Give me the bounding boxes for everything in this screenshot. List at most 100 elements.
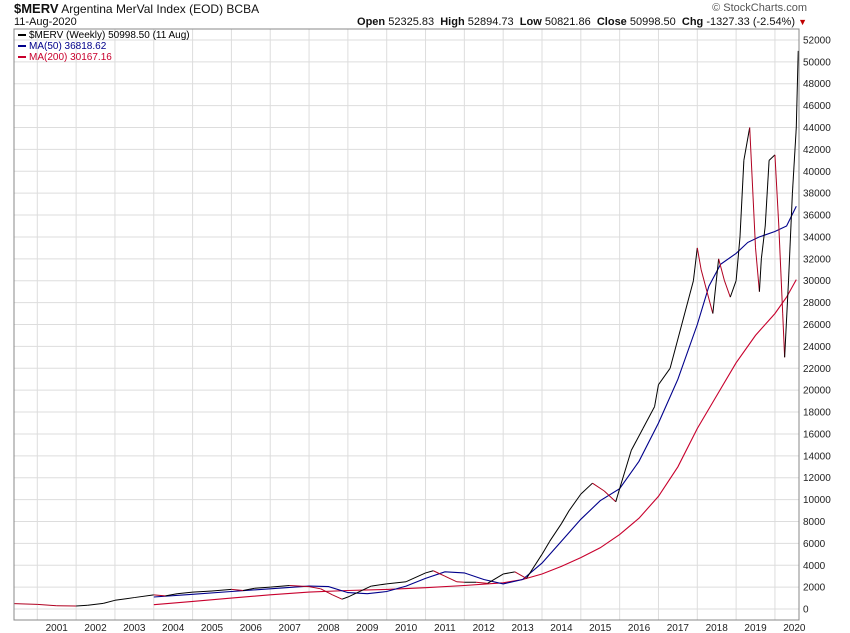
x-tick-label: 2011 [434,623,456,633]
price-segment [165,593,178,597]
price-segment [743,127,751,161]
price-segment [475,581,488,584]
price-segment [735,236,741,281]
price-segment [768,154,776,161]
price-segment [791,127,797,194]
x-tick-label: 2008 [317,623,340,633]
x-tick-label: 2016 [628,623,651,633]
price-segment [795,50,799,128]
y-tick-label: 6000 [803,539,826,550]
plot-frame [13,28,800,621]
price-segment [332,594,343,600]
y-tick-label: 26000 [803,320,831,331]
price-segment [320,588,333,596]
price-segment [347,591,360,598]
y-tick-label: 36000 [803,211,831,222]
price-segment [541,540,551,555]
y-axis: 0 2000 4000 6000 8000 10000 12000 14000 16000 180… [803,35,831,615]
grid [14,29,799,620]
price-segment [192,590,213,593]
y-tick-label: 38000 [803,189,831,200]
y-tick-label: 12000 [803,473,831,484]
price-segment [592,482,605,492]
price-segment [700,269,708,292]
x-tick-label: 2005 [201,623,224,633]
chg-value: -1327.33 (-2.54%) [706,16,796,28]
low-value: 50821.86 [544,16,591,28]
symbol: $MERV [14,1,59,16]
price-segment [211,588,232,592]
price-segment [514,571,527,579]
y-tick-label: 50000 [803,57,831,68]
chg-label: Chg [681,16,704,28]
price-segment [778,225,784,314]
price-segment [76,604,88,607]
x-tick-label: 2003 [123,623,146,633]
y-tick-label: 20000 [803,386,831,397]
price-segment [729,280,737,298]
price-segment [560,510,570,524]
price-segment [712,258,720,314]
price-segment [718,258,725,281]
x-tick-label: 2006 [240,623,263,633]
price-segment [549,523,562,542]
price-segment [669,324,683,369]
open-label: Open [357,16,386,28]
price-segment [177,591,193,595]
price-segment [774,154,780,227]
y-tick-label: 34000 [803,232,831,243]
price-segment [723,280,731,298]
ma200-line [153,279,797,606]
y-tick-label: 10000 [803,495,831,506]
x-tick-label: 2015 [589,623,612,633]
x-tick-label: 2004 [162,623,185,633]
price-segment [270,585,290,588]
x-tick-label: 2009 [356,623,379,633]
price-segment [103,599,116,604]
price-segment [658,367,671,385]
y-tick-label: 46000 [803,101,831,112]
y-tick-label: 14000 [803,451,831,462]
y-tick-label: 30000 [803,276,831,287]
price-segment [134,594,154,599]
x-tick-label: 2012 [473,623,496,633]
x-tick-label: 2018 [706,623,729,633]
exchange: BCBA [226,2,260,16]
y-tick-label: 18000 [803,408,831,419]
price-segment [568,493,582,511]
price-segment [503,571,515,575]
price-segment [642,406,656,429]
price-segment [755,247,760,292]
y-tick-label: 16000 [803,429,831,440]
price-segment [615,488,621,502]
low-label: Low [519,16,542,28]
x-axis: 2001 2002 2003 2004 2005 2006 2007 2008 2009 2010… [46,623,806,633]
brand-label: © StockCharts.com [712,2,807,14]
y-tick-label: 2000 [803,583,826,594]
price-segment [13,603,38,605]
chart-title: $MERV Argentina MerVal Index (EOD) BCBA [14,1,259,16]
price-segment [580,482,593,495]
price-segment [739,160,745,237]
x-tick-label: 2019 [744,623,767,633]
price-segment [386,581,407,585]
price-segment [764,160,770,227]
y-tick-label: 32000 [803,254,831,265]
legend-entry: $MERV (Weekly) 50998.50 (11 Aug) [29,30,190,41]
price-segment [760,225,766,259]
y-tick-label: 52000 [803,35,831,46]
price-segment [341,596,349,600]
price-segment [37,603,57,607]
y-tick-label: 42000 [803,145,831,156]
down-arrow-icon: ▼ [798,17,807,27]
y-tick-label: 40000 [803,167,831,178]
price-segment [456,581,465,583]
price-segment [782,313,786,358]
index-name: Argentina MerVal Index (EOD) [61,2,224,16]
price-segment [242,587,255,591]
price-segment [487,573,504,584]
high-label: High [440,16,465,28]
y-tick-label: 22000 [803,364,831,375]
legend-entry: MA(200) 30167.16 [29,52,112,63]
x-tick-label: 2020 [783,623,806,633]
